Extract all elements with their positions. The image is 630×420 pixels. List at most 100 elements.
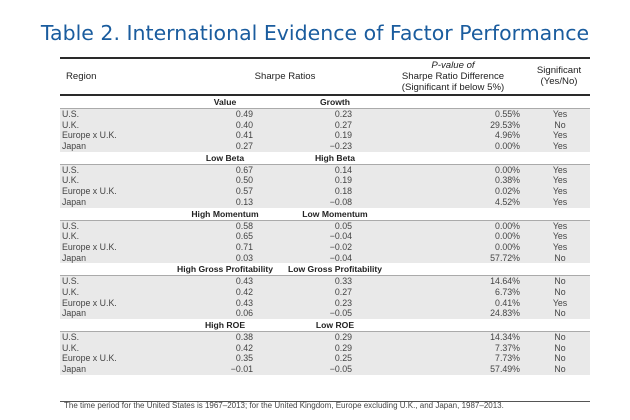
pvalue-cell: 57.49% xyxy=(490,364,520,375)
header-pvalue-line2: Sharpe Ratio Difference xyxy=(401,71,505,82)
table-row: Europe x U.K. 0.57 0.18 0.02% Yes xyxy=(60,186,590,197)
sharpe-a-cell: 0.40 xyxy=(235,119,253,130)
factor-group: High Gross Profitability Low Gross Profit… xyxy=(60,263,590,319)
region-cell: U.K. xyxy=(62,175,80,186)
significant-cell: Yes xyxy=(552,175,568,186)
table-row: U.K. 0.65 −0.04 0.00% Yes xyxy=(60,231,590,242)
pvalue-cell: 29.53% xyxy=(490,119,520,130)
region-cell: U.S. xyxy=(62,220,80,231)
sharpe-b-cell: −0.05 xyxy=(329,308,352,319)
table-bottom-rule xyxy=(60,401,590,402)
significant-cell: No xyxy=(554,286,566,297)
region-cell: U.S. xyxy=(62,276,80,287)
factor-group-rows: U.S. 0.58 0.05 0.00% Yes U.K. 0.65 −0.04 0.00% Ye… xyxy=(60,219,590,264)
sharpe-b-cell: 0.25 xyxy=(334,353,352,364)
sharpe-b-cell: 0.33 xyxy=(334,276,352,287)
factor-group: Value Growth U.S. 0.49 0.23 0.55% Yes U.K. 0.40 0… xyxy=(60,96,590,152)
pvalue-cell: 6.73% xyxy=(495,286,520,297)
region-cell: U.K. xyxy=(62,286,80,297)
factor-group-header: High ROE Low ROE xyxy=(60,319,590,331)
sharpe-b-cell: 0.23 xyxy=(334,109,352,119)
sharpe-b-cell: −0.23 xyxy=(329,141,352,152)
header-significant: Significant (Yes/No) xyxy=(528,65,590,87)
significant-cell: No xyxy=(554,276,566,287)
region-cell: Europe x U.K. xyxy=(62,241,117,252)
significant-cell: No xyxy=(554,119,566,130)
region-cell: Europe x U.K. xyxy=(62,130,117,141)
factor-b-label: Low ROE xyxy=(315,320,355,330)
factor-group-rows: U.S. 0.38 0.29 14.34% No U.K. 0.42 0.29 7.37% No E… xyxy=(60,331,590,375)
factor-group: High ROE Low ROE U.S. 0.38 0.29 14.34% No U.K. 0… xyxy=(60,319,590,375)
sharpe-b-cell: 0.05 xyxy=(334,220,352,231)
header-pvalue: P-value of Sharpe Ratio Difference (Sign… xyxy=(388,60,518,93)
factor-a-label: High Momentum xyxy=(191,208,259,219)
header-region: Region xyxy=(66,71,97,82)
header-significant-line1: Significant xyxy=(536,65,582,76)
significant-cell: No xyxy=(554,332,566,342)
table-row: U.S. 0.58 0.05 0.00% Yes xyxy=(60,221,590,232)
factor-a-label: Value xyxy=(213,97,237,107)
factor-b-label: Growth xyxy=(319,97,351,107)
pvalue-cell: 4.52% xyxy=(495,196,520,207)
table-row: U.K. 0.40 0.27 29.53% No xyxy=(60,120,590,131)
significant-cell: Yes xyxy=(552,109,568,119)
factor-a-label: High ROE xyxy=(204,320,246,330)
sharpe-b-cell: 0.27 xyxy=(334,119,352,130)
header-sharpe-ratios: Sharpe Ratios xyxy=(254,71,316,82)
table-row: Japan 0.03 −0.04 57.72% No xyxy=(60,253,590,264)
sharpe-b-cell: −0.04 xyxy=(329,231,352,242)
sharpe-b-cell: 0.19 xyxy=(334,130,352,141)
sharpe-a-cell: 0.42 xyxy=(235,286,253,297)
sharpe-a-cell: 0.65 xyxy=(235,231,253,242)
sharpe-b-cell: −0.08 xyxy=(329,196,352,207)
significant-cell: No xyxy=(554,353,566,364)
table-row: Europe x U.K. 0.35 0.25 7.73% No xyxy=(60,353,590,364)
region-cell: Europe x U.K. xyxy=(62,297,117,308)
table-row: U.S. 0.49 0.23 0.55% Yes xyxy=(60,109,590,120)
table-row: Japan −0.01 −0.05 57.49% No xyxy=(60,364,590,375)
region-cell: U.S. xyxy=(62,164,80,175)
pvalue-cell: 0.00% xyxy=(495,220,520,231)
pvalue-cell: 0.55% xyxy=(495,109,520,119)
significant-cell: Yes xyxy=(552,220,568,231)
footnote: The time period for the United States is… xyxy=(64,401,504,410)
sharpe-a-cell: 0.49 xyxy=(235,109,253,119)
factor-b-label: High Beta xyxy=(314,152,356,163)
sharpe-b-cell: 0.14 xyxy=(334,164,352,175)
sharpe-a-cell: 0.67 xyxy=(235,164,253,175)
header-pvalue-line1: P-value of xyxy=(431,60,475,71)
sharpe-a-cell: 0.57 xyxy=(235,186,253,197)
sharpe-a-cell: 0.35 xyxy=(235,353,253,364)
factor-group-rows: U.S. 0.43 0.33 14.64% No U.K. 0.42 0.27 6.73% No E… xyxy=(60,275,590,319)
significant-cell: Yes xyxy=(552,164,568,175)
significant-cell: Yes xyxy=(552,186,568,197)
significant-cell: No xyxy=(554,308,566,319)
pvalue-cell: 0.00% xyxy=(495,141,520,152)
factor-group-header: High Gross Profitability Low Gross Profit… xyxy=(60,263,590,275)
region-cell: U.K. xyxy=(62,342,80,353)
sharpe-a-cell: −0.01 xyxy=(230,364,253,375)
pvalue-cell: 57.72% xyxy=(490,252,520,263)
pvalue-cell: 0.00% xyxy=(495,164,520,175)
header-pvalue-line3: (Significant if below 5%) xyxy=(401,82,505,93)
table-row: U.S. 0.67 0.14 0.00% Yes xyxy=(60,165,590,176)
region-cell: Europe x U.K. xyxy=(62,186,117,197)
pvalue-cell: 14.34% xyxy=(490,332,520,342)
region-cell: U.K. xyxy=(62,119,80,130)
table-row: Europe x U.K. 0.71 −0.02 0.00% Yes xyxy=(60,242,590,253)
region-cell: Europe x U.K. xyxy=(62,353,117,364)
table-row: Europe x U.K. 0.41 0.19 4.96% Yes xyxy=(60,130,590,141)
table-row: Europe x U.K. 0.43 0.23 0.41% Yes xyxy=(60,298,590,309)
region-cell: Japan xyxy=(62,196,86,207)
region-cell: Japan xyxy=(62,252,86,263)
table-row: Japan 0.27 −0.23 0.00% Yes xyxy=(60,141,590,152)
sharpe-a-cell: 0.50 xyxy=(235,175,253,186)
factor-b-label: Low Momentum xyxy=(302,208,368,219)
pvalue-cell: 4.96% xyxy=(495,130,520,141)
factor-group: Low Beta High Beta U.S. 0.67 0.14 0.00% Yes U.K… xyxy=(60,152,590,208)
table-title: Table 2. International Evidence of Facto… xyxy=(40,21,590,45)
significant-cell: No xyxy=(554,252,566,263)
factor-group-header: Low Beta High Beta xyxy=(60,152,590,164)
significant-cell: Yes xyxy=(552,241,568,252)
significant-cell: Yes xyxy=(552,141,568,152)
